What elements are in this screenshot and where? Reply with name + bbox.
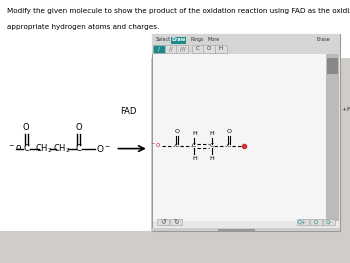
Text: appropriate hydrogen atoms and charges.: appropriate hydrogen atoms and charges. [7, 24, 159, 30]
Text: CH$_2$: CH$_2$ [52, 142, 70, 155]
Text: O: O [23, 123, 29, 132]
FancyBboxPatch shape [153, 45, 165, 53]
Text: H: H [192, 131, 197, 136]
FancyBboxPatch shape [152, 34, 340, 54]
FancyBboxPatch shape [327, 58, 338, 74]
FancyBboxPatch shape [192, 45, 204, 53]
Text: O$^-$: O$^-$ [96, 143, 111, 154]
FancyBboxPatch shape [218, 229, 255, 231]
FancyBboxPatch shape [0, 58, 150, 231]
FancyBboxPatch shape [203, 45, 215, 53]
Text: //: // [169, 46, 173, 51]
Text: Modify the given molecule to show the product of the oxidation reaction using FA: Modify the given molecule to show the pr… [7, 8, 350, 14]
Text: C: C [192, 143, 196, 149]
Text: C: C [196, 46, 200, 51]
FancyBboxPatch shape [170, 219, 182, 225]
FancyBboxPatch shape [152, 228, 340, 231]
FancyBboxPatch shape [165, 45, 177, 53]
Text: +FADH$_2$: +FADH$_2$ [341, 105, 350, 114]
Text: H: H [209, 156, 214, 161]
Text: FAD: FAD [120, 107, 136, 116]
Text: Select: Select [155, 37, 170, 42]
Text: ///: /// [180, 46, 185, 51]
FancyBboxPatch shape [157, 219, 169, 225]
Text: Q+: Q+ [298, 219, 307, 225]
Text: CH$_2$: CH$_2$ [35, 142, 52, 155]
Text: C: C [175, 143, 179, 149]
Text: O: O [76, 123, 82, 132]
Text: H: H [219, 46, 223, 51]
Text: ↻: ↻ [173, 219, 179, 225]
FancyBboxPatch shape [310, 219, 322, 225]
Text: ↺: ↺ [160, 219, 166, 225]
Text: H: H [209, 131, 214, 136]
Text: Rings: Rings [191, 37, 204, 42]
Text: C: C [76, 144, 82, 153]
Text: /: / [158, 46, 160, 51]
Text: Draw: Draw [172, 37, 186, 42]
Text: C: C [23, 144, 29, 153]
FancyBboxPatch shape [153, 53, 326, 221]
Text: Q: Q [314, 219, 318, 225]
Text: H: H [192, 156, 197, 161]
FancyBboxPatch shape [326, 53, 339, 221]
Text: O: O [227, 129, 232, 134]
Text: $^-$o: $^-$o [7, 144, 22, 153]
Text: O: O [174, 129, 179, 134]
Text: $^-$o: $^-$o [149, 141, 161, 150]
Text: More: More [207, 37, 220, 42]
FancyBboxPatch shape [215, 45, 227, 53]
Text: Erase: Erase [317, 37, 331, 42]
FancyBboxPatch shape [297, 219, 309, 225]
FancyBboxPatch shape [323, 219, 335, 225]
FancyBboxPatch shape [176, 45, 188, 53]
Text: O: O [207, 46, 211, 51]
FancyBboxPatch shape [0, 0, 350, 58]
Text: C: C [210, 143, 214, 149]
Text: Q-: Q- [326, 219, 332, 225]
FancyBboxPatch shape [171, 37, 186, 43]
FancyBboxPatch shape [152, 34, 340, 231]
Text: C: C [227, 143, 231, 149]
